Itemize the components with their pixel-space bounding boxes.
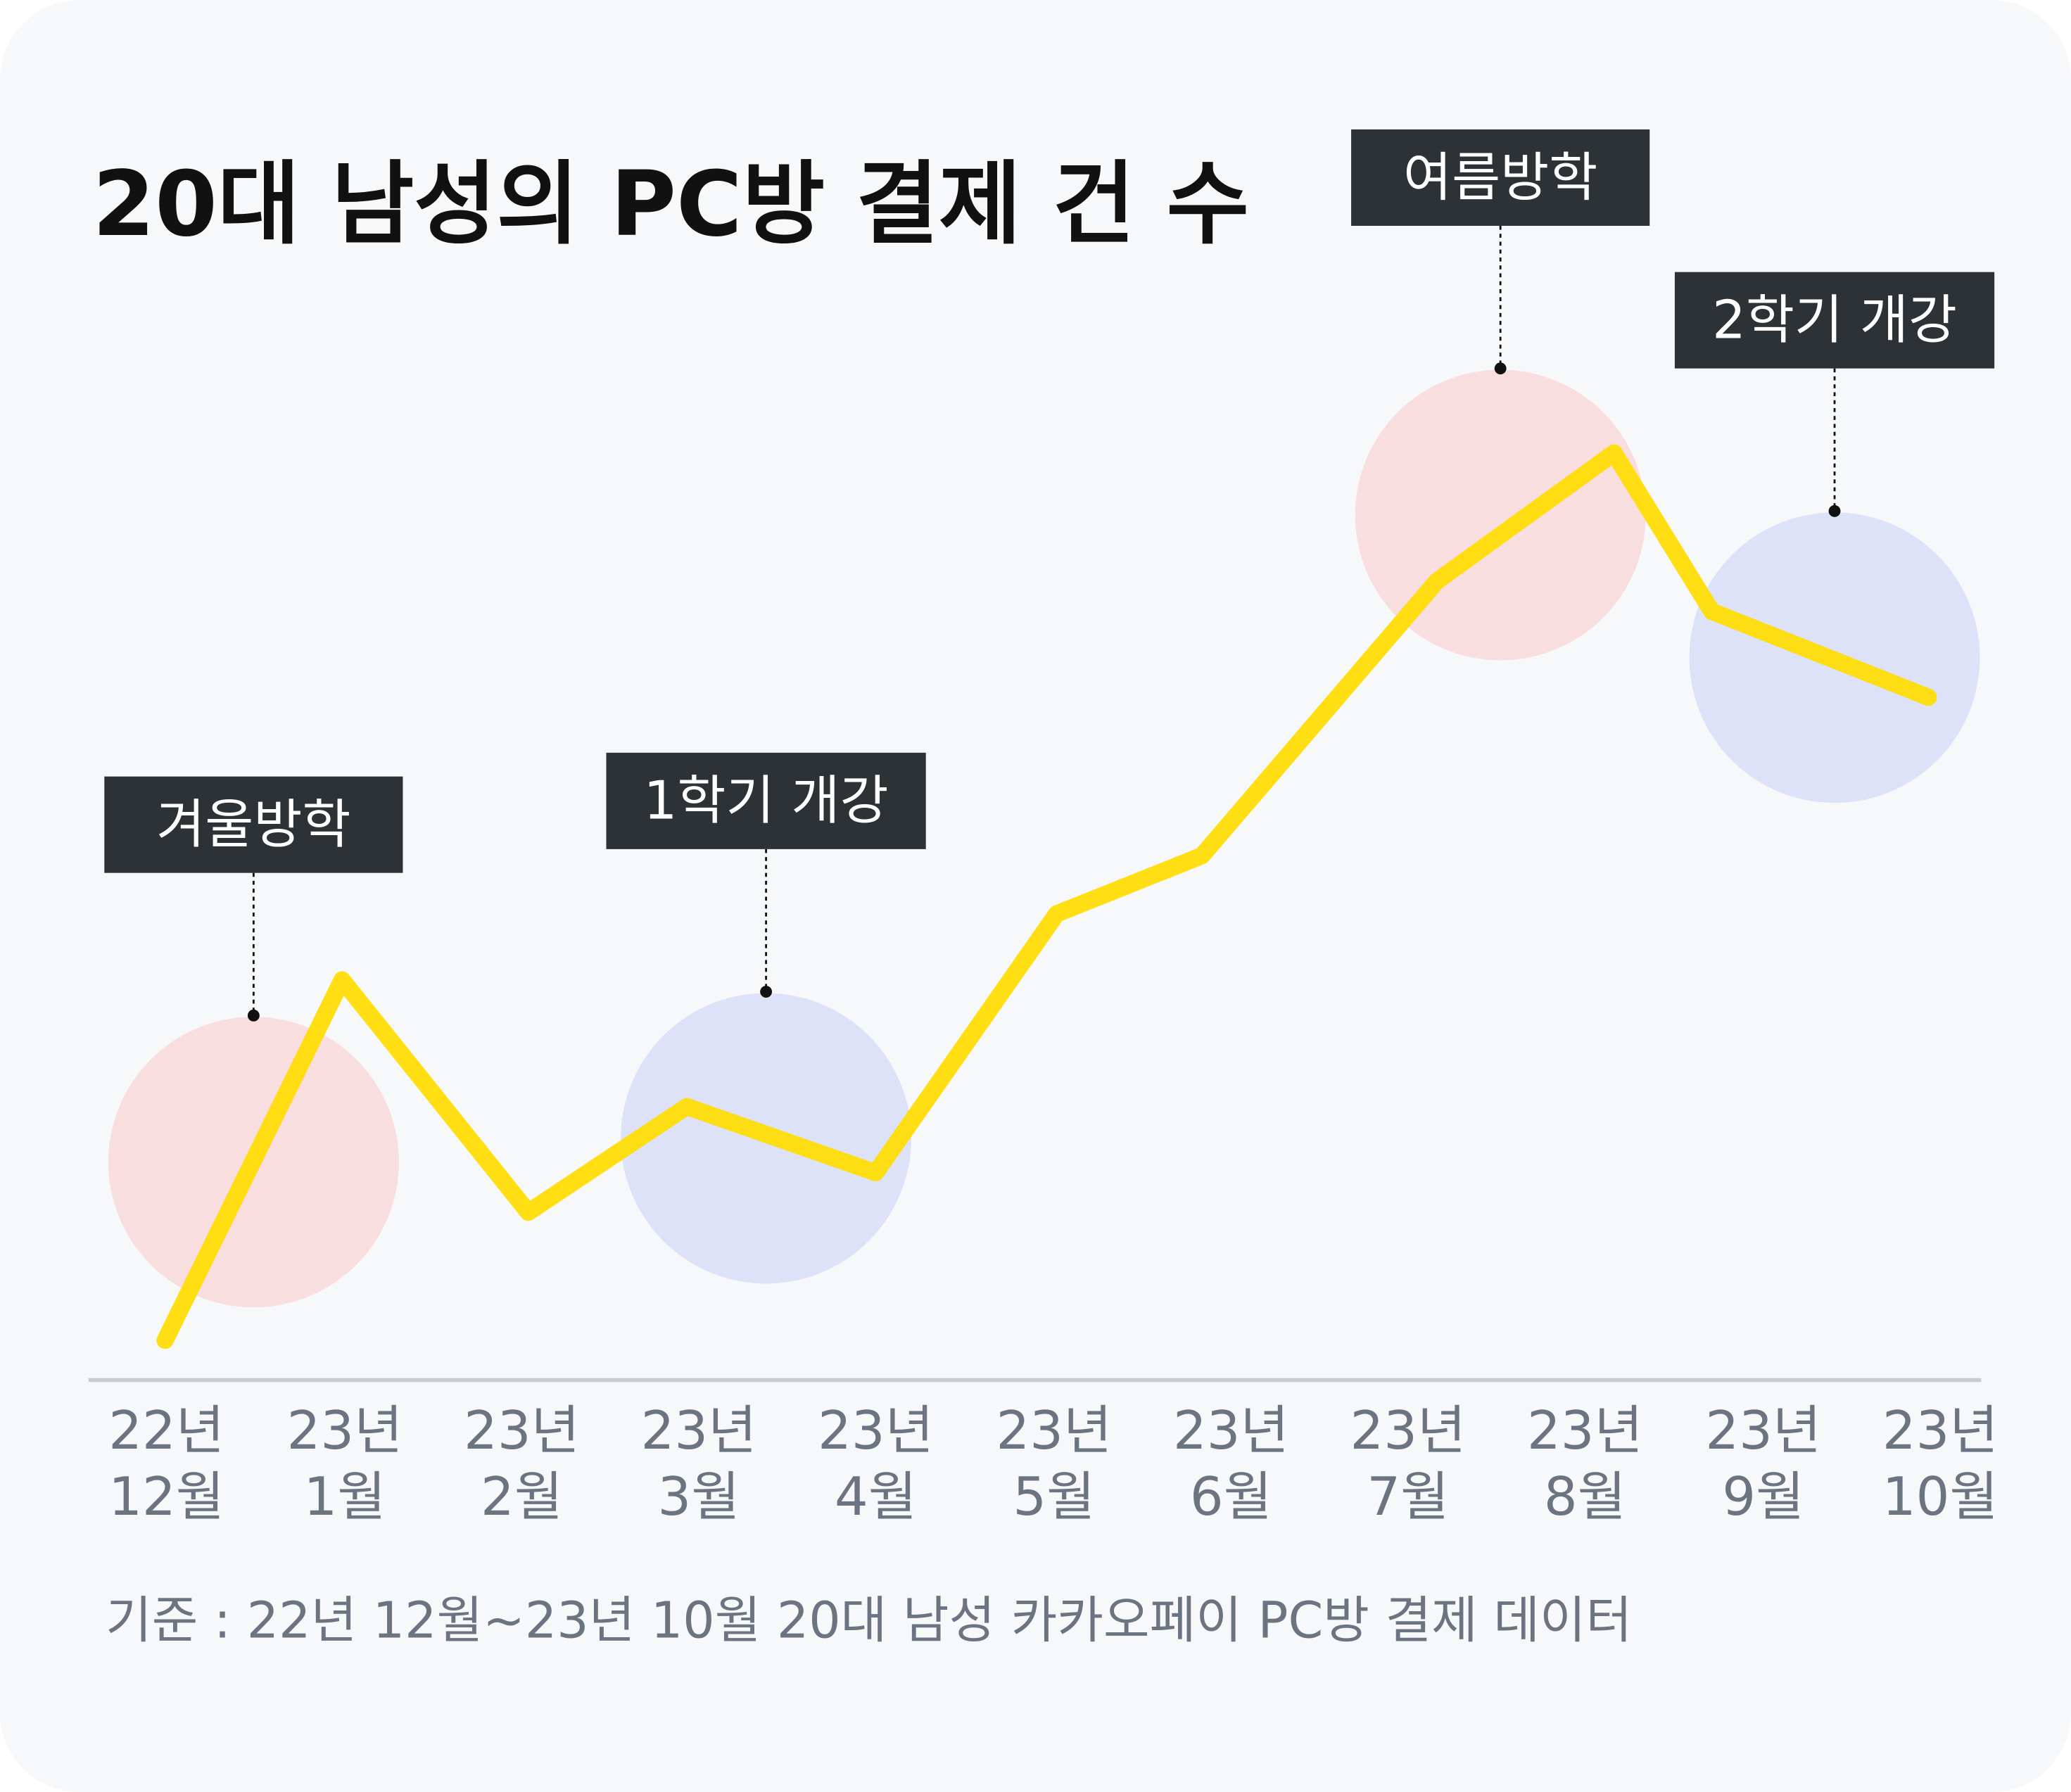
x-tick-label: 23년 9월 <box>1705 1399 1821 1527</box>
x-tick-label: 23년 5월 <box>996 1399 1112 1527</box>
annotation-box <box>1351 129 1650 226</box>
x-tick-label: 23년 8월 <box>1527 1399 1643 1527</box>
chart-title: 20대 남성의 PC방 결제 건 수 <box>92 153 1249 257</box>
annotation-label: 겨울방학 <box>156 793 350 855</box>
annotation-dot <box>247 1009 260 1022</box>
annotation-label: 여름방학 <box>1403 146 1597 208</box>
x-tick-label: 23년 1월 <box>287 1399 403 1527</box>
series-line <box>156 444 1937 1349</box>
annotation-box <box>104 776 403 873</box>
x-tick-label: 22년 12월 <box>108 1399 224 1527</box>
annotation-label: 2학기 개강 <box>1712 289 1957 351</box>
annotation-dot <box>760 986 773 998</box>
footnote: 기준 : 22년 12월~23년 10월 20대 남성 카카오페이 PC방 결제… <box>106 1591 1632 1649</box>
x-tick-label: 23년 6월 <box>1173 1399 1289 1527</box>
annotation-dot <box>1828 504 1841 517</box>
x-tick-label: 23년 10월 <box>1882 1399 1999 1527</box>
annotation-label: 1학기 개강 <box>644 770 889 832</box>
x-tick-label: 23년 2월 <box>464 1399 580 1527</box>
annotation-box <box>1674 272 1995 369</box>
x-tick-label: 23년 3월 <box>641 1399 757 1527</box>
annotation-box <box>606 752 926 849</box>
x-tick-label: 23년 7월 <box>1350 1399 1467 1527</box>
annotation-dot <box>1494 362 1507 375</box>
x-tick-label: 23년 4월 <box>818 1399 934 1527</box>
